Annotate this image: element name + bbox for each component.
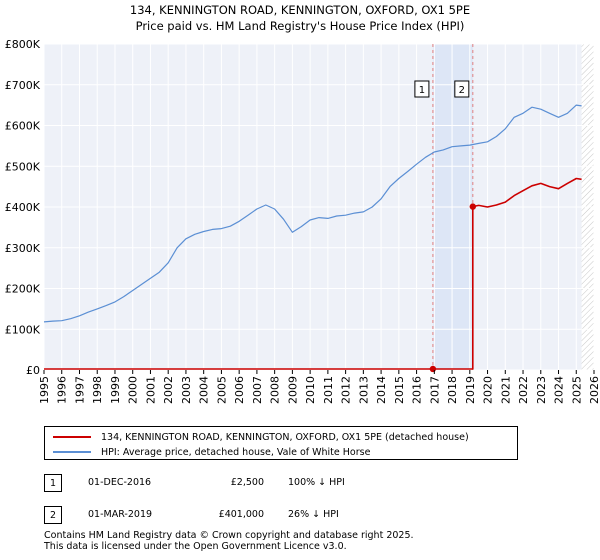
legend-label-hpi: HPI: Average price, detached house, Vale…: [101, 446, 371, 458]
x-tick-label: 2008: [269, 376, 282, 404]
sale-date: 01-MAR-2019: [88, 509, 153, 520]
footer-licence: This data is licensed under the Open Gov…: [44, 541, 347, 552]
x-tick-label: 1997: [73, 376, 86, 404]
sale-label-box: [454, 80, 470, 98]
x-tick-label: 2023: [535, 376, 548, 404]
x-tick-label: 2012: [340, 376, 353, 404]
y-tick-label: £400K: [5, 201, 41, 214]
x-tick-label: 2009: [286, 376, 299, 404]
x-tick-label: 1999: [109, 376, 122, 404]
x-tick-label: 2001: [144, 376, 157, 404]
hpi-series-line: [43, 104, 582, 323]
legend-swatch-hpi: [53, 451, 91, 453]
x-tick-label: 2002: [162, 376, 175, 404]
x-tick-label: 2017: [428, 376, 441, 404]
x-tick-label: 2011: [322, 376, 335, 404]
legend-item-property: 134, KENNINGTON ROAD, KENNINGTON, OXFORD…: [53, 430, 469, 444]
x-tick-label: 1995: [38, 376, 51, 404]
legend-item-hpi: HPI: Average price, detached house, Vale…: [53, 445, 370, 459]
y-tick-label: £100K: [5, 323, 41, 336]
y-tick-label: £800K: [5, 38, 41, 51]
y-tick-label: £200K: [5, 283, 41, 296]
x-tick-label: 2004: [198, 376, 211, 404]
price-chart: 134, KENNINGTON ROAD, KENNINGTON, OXFORD…: [5, 3, 600, 404]
x-tick-label: 2015: [393, 376, 406, 404]
sale-date: 01-DEC-2016: [88, 477, 152, 488]
x-tick-label: 2025: [570, 376, 583, 404]
x-tick-label: 2019: [464, 376, 477, 404]
x-tick-label: 2020: [482, 376, 495, 404]
y-tick-label: £300K: [5, 242, 41, 255]
x-tick-label: 2018: [446, 376, 459, 404]
x-tick-label: 2013: [357, 376, 370, 404]
sale-price: £401,000: [218, 509, 264, 520]
x-tick-label: 1998: [91, 376, 104, 404]
x-tick-label: 2003: [180, 376, 193, 404]
footer-copyright: Contains HM Land Registry data © Crown c…: [44, 530, 414, 541]
sale-label-box: [414, 80, 430, 98]
y-tick-label: £700K: [5, 79, 41, 92]
x-tick-label: 2024: [553, 376, 566, 404]
sale-label-text: 1: [419, 85, 425, 96]
x-tick-label: 2014: [375, 376, 388, 404]
chart-subtitle: Price paid vs. HM Land Registry's House …: [136, 19, 465, 33]
x-tick-label: 2021: [499, 376, 512, 404]
legend-label-property: 134, KENNINGTON ROAD, KENNINGTON, OXFORD…: [101, 431, 469, 443]
sale-row: 1 01-DEC-2016 £2,500 100% ↓ HPI: [44, 474, 444, 494]
sale-label-text: 2: [459, 85, 465, 96]
y-tick-label: £500K: [5, 160, 41, 173]
property-series-line: [44, 177, 582, 370]
sale-hpi-diff: 100% ↓ HPI: [288, 477, 345, 488]
x-tick-label: 2006: [233, 376, 246, 404]
x-tick-label: 2022: [517, 376, 530, 404]
y-tick-label: £0: [26, 364, 40, 377]
x-tick-label: 2007: [251, 376, 264, 404]
sale-number-badge: 2: [44, 506, 62, 524]
y-tick-label: £600K: [5, 120, 41, 133]
x-tick-label: 2005: [215, 376, 228, 404]
legend-swatch-property: [53, 436, 91, 438]
x-tick-label: 2000: [127, 376, 140, 404]
footer: Contains HM Land Registry data © Crown c…: [44, 530, 414, 552]
sale-row: 2 01-MAR-2019 £401,000 26% ↓ HPI: [44, 506, 444, 526]
legend: 134, KENNINGTON ROAD, KENNINGTON, OXFORD…: [44, 426, 518, 460]
sale-hpi-diff: 26% ↓ HPI: [288, 509, 339, 520]
x-tick-label: 2026: [588, 376, 600, 404]
chart-title: 134, KENNINGTON ROAD, KENNINGTON, OXFORD…: [130, 3, 470, 17]
x-tick-label: 1996: [56, 376, 69, 404]
x-tick-label: 2016: [411, 376, 424, 404]
sale-point: [429, 365, 437, 373]
sale-number-badge: 1: [44, 474, 62, 492]
sale-point: [469, 203, 477, 210]
sale-price: £2,500: [230, 477, 264, 488]
x-tick-label: 2010: [304, 376, 317, 404]
